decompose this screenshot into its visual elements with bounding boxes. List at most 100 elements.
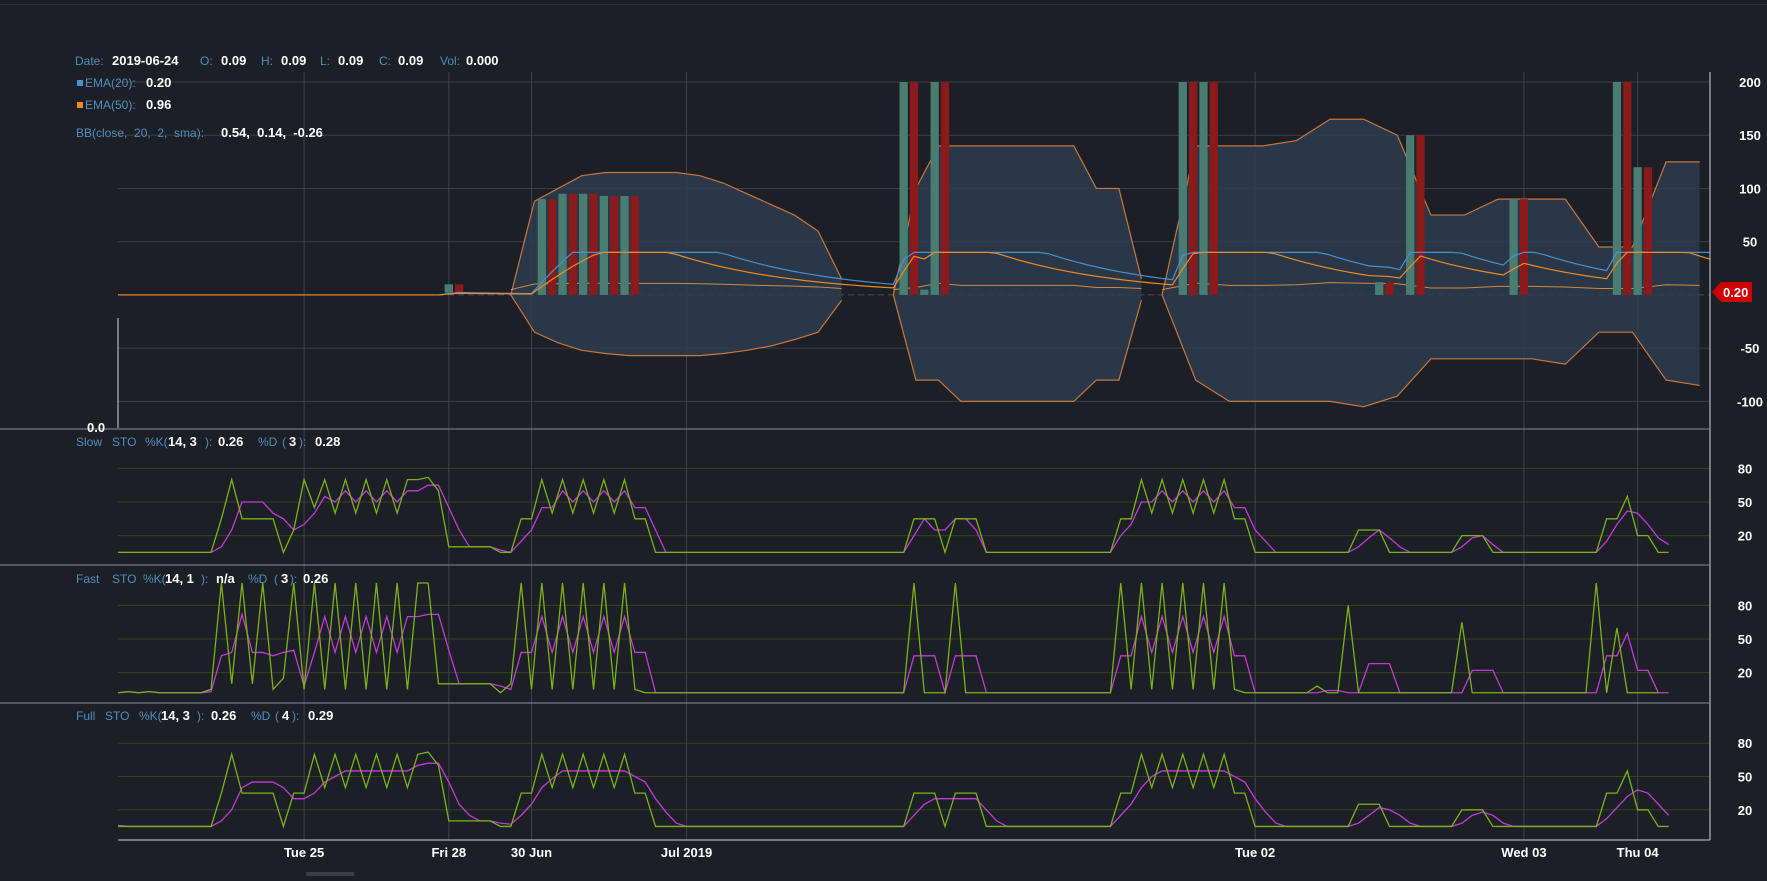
candle [579, 193, 588, 295]
candle [909, 82, 919, 295]
candle [1385, 282, 1394, 295]
price-y-tick: 150 [1739, 128, 1761, 143]
price-y-tick: -50 [1741, 341, 1760, 356]
candle [1188, 82, 1198, 295]
sto-y-tick: 50 [1738, 770, 1752, 785]
ohlc-header: Date: 2019-06-24 O: 0.09 H: 0.09 L: 0.09… [75, 53, 499, 68]
candle [899, 82, 908, 295]
sto-y-tick: 50 [1738, 632, 1752, 647]
bb-label: BB(close, 20, 2, sma): [76, 126, 204, 140]
bollinger-lower [1161, 294, 1700, 408]
bollinger-upper [510, 171, 843, 296]
full-sto-k-line [118, 751, 1669, 829]
open-value: 0.09 [221, 53, 246, 68]
ema-lines [118, 251, 1711, 296]
date-label: Date: [75, 54, 104, 68]
candle [920, 289, 929, 295]
sto-y-tick: 20 [1738, 529, 1752, 544]
slow-k-value: 0.26 [218, 434, 243, 449]
close-value: 0.09 [398, 53, 423, 68]
slow-k-close: ): [205, 435, 212, 449]
slow-k-label: %K( [145, 435, 168, 449]
candle [568, 193, 577, 295]
full-d-value: 0.29 [308, 708, 333, 723]
slow-d-label: %D [258, 435, 278, 449]
candle [1519, 199, 1529, 295]
candle [1406, 135, 1415, 295]
sto-y-tick: 80 [1738, 598, 1752, 613]
candle [589, 193, 598, 295]
candle [610, 195, 619, 295]
candle [1375, 282, 1384, 295]
full-k-params: 14, 3 [161, 708, 190, 723]
x-tick-label: Thu 04 [1617, 845, 1660, 860]
candlesticks [444, 82, 1653, 295]
slow-d-close: ): [299, 435, 306, 449]
candle [558, 193, 567, 295]
fast-k-close: ): [201, 572, 208, 586]
fast-d-open: ( [274, 572, 278, 586]
full-d-close: ): [292, 709, 299, 723]
candle [940, 82, 950, 295]
candle [548, 199, 557, 295]
ema50-swatch [77, 102, 83, 108]
x-tick-label: 30 Jun [511, 845, 552, 860]
x-tick-label: Fri 28 [431, 845, 466, 860]
bollinger-fill [1162, 119, 1700, 407]
fast-k-value: n/a [216, 571, 236, 586]
stochastic-grids: 80 50 20 80 50 20 80 50 20 [118, 461, 1752, 818]
sto-y-tick: 50 [1738, 495, 1752, 510]
ema20-swatch [77, 80, 83, 86]
candle [455, 284, 464, 293]
full-d-open: ( [275, 709, 279, 723]
axes [0, 72, 1711, 841]
close-label: C: [379, 54, 391, 68]
slow-sto-label: STO [112, 435, 136, 449]
last-price-value: 0.20 [1723, 285, 1748, 300]
fast-sto-k-line [117, 582, 1659, 694]
volume-axis-label: 0.0 [87, 420, 105, 435]
horizontal-scrollbar-thumb[interactable] [306, 872, 354, 876]
candle [1209, 82, 1218, 295]
candle [1633, 167, 1642, 295]
slow-k-params: 14, 3 [168, 434, 197, 449]
bollinger-fill [893, 145, 1142, 402]
candle [1416, 135, 1425, 295]
candle [620, 195, 629, 295]
full-sto-header: Full STO %K( 14, 3 ): 0.26 %D ( 4 ): 0.2… [76, 708, 333, 723]
ema50-label: EMA(50): [85, 98, 136, 112]
candle [1509, 199, 1518, 295]
slow-sto-header: Slow STO %K( 14, 3 ): 0.26 %D ( 3 ): 0.2… [76, 434, 340, 449]
full-k-close: ): [197, 709, 204, 723]
bollinger-lower [892, 294, 1143, 402]
candle [1178, 82, 1187, 295]
price-y-tick: 200 [1739, 75, 1761, 90]
ema20-label: EMA(20): [85, 76, 136, 90]
fast-k-label: %K( [143, 572, 166, 586]
high-value: 0.09 [281, 53, 306, 68]
fast-d-close: ): [290, 572, 297, 586]
volume-value: 0.000 [466, 53, 499, 68]
last-price-tag: 0.20 [1712, 282, 1752, 302]
slow-sto-name: Slow [76, 435, 102, 449]
candle [444, 284, 453, 293]
candle [1612, 82, 1622, 295]
sto-y-tick: 80 [1738, 461, 1752, 476]
slow-d-value: 0.28 [315, 434, 340, 449]
fast-sto-label: STO [112, 572, 136, 586]
x-tick-label: Jul 2019 [661, 845, 712, 860]
full-d-label: %D [251, 709, 271, 723]
full-sto-name: Full [76, 709, 95, 723]
bb-value: 0.54, 0.14, -0.26 [221, 125, 323, 140]
sto-y-tick: 20 [1738, 666, 1752, 681]
fast-d-label: %D [248, 572, 268, 586]
sto-y-tick: 20 [1738, 803, 1752, 818]
low-label: L: [320, 54, 330, 68]
slow-sto-k-line [118, 476, 1669, 555]
slow-d-open: ( [282, 435, 286, 449]
price-y-tick: 50 [1743, 235, 1757, 250]
candle [1643, 167, 1653, 295]
candle [930, 82, 939, 295]
fast-sto-header: Fast STO %K( 14, 1 ): n/a %D ( 3 ): 0.26 [76, 571, 328, 586]
